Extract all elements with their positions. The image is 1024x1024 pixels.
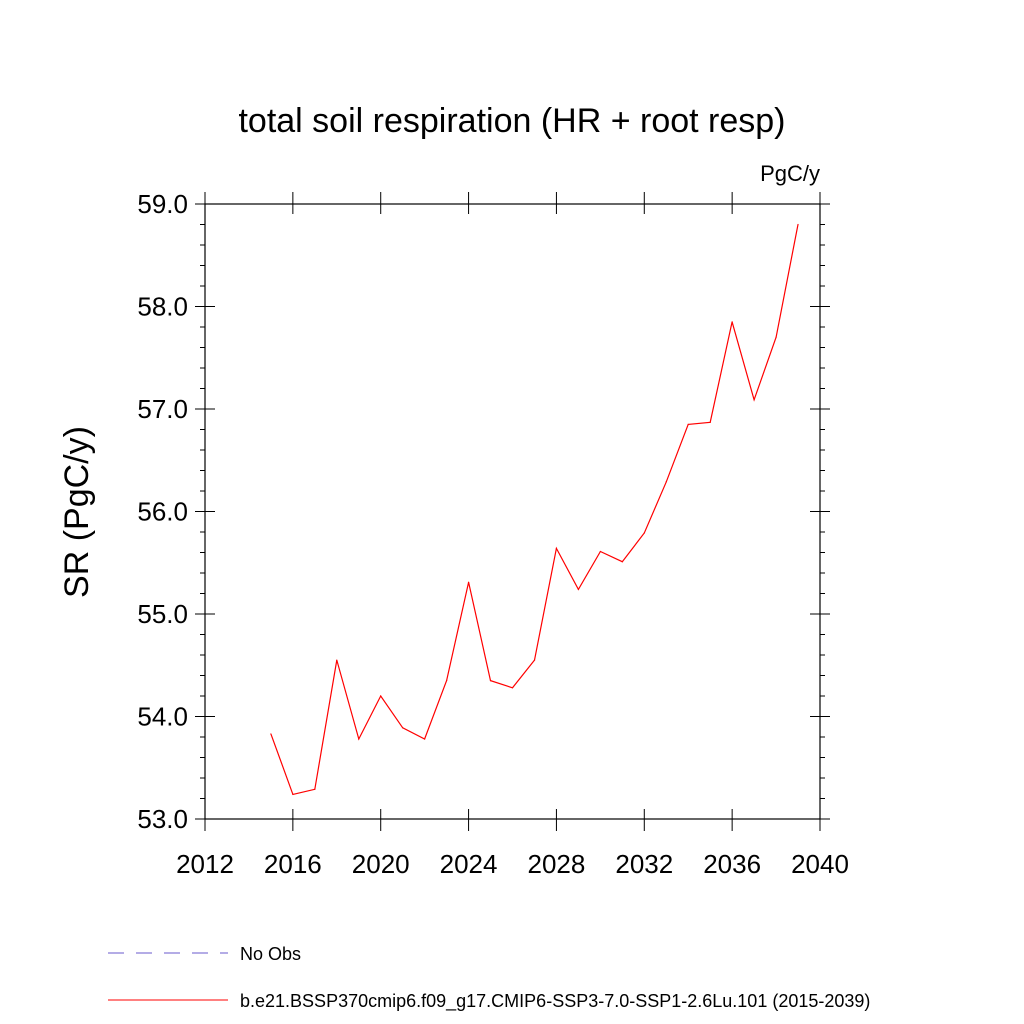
data-point [577, 588, 579, 591]
chart-title: total soil respiration (HR + root resp) [238, 102, 785, 140]
data-point [314, 788, 316, 790]
x-tick-label: 2020 [352, 849, 410, 879]
y-axis-label: SR (PgC/y) [58, 426, 96, 598]
series-line-0 [270, 224, 799, 796]
data-point [687, 423, 689, 425]
data-point [511, 687, 514, 689]
series-layer [270, 223, 799, 796]
data-point [665, 481, 667, 483]
x-tick-label: 2032 [615, 849, 673, 879]
x-tick-label: 2024 [440, 849, 498, 879]
y-axis-ticks: 53.0 54.0 55.0 56.0 57.0 58.0 59.0 [137, 189, 830, 834]
data-point [709, 421, 711, 423]
x-tick-label: 2012 [176, 849, 234, 879]
y-tick-label: 57.0 [137, 394, 188, 424]
y-tick-label: 58.0 [137, 292, 188, 322]
y-tick-label: 54.0 [137, 702, 188, 732]
data-point [775, 336, 777, 338]
data-point [336, 659, 338, 661]
data-point [489, 680, 492, 682]
data-point [270, 733, 272, 735]
y-tick-label: 59.0 [137, 189, 188, 219]
data-point [402, 727, 404, 729]
legend-label: No Obs [240, 944, 301, 964]
units-label: PgC/y [760, 161, 820, 186]
data-point [446, 680, 448, 682]
data-point [599, 550, 601, 553]
data-point [533, 659, 536, 661]
x-tick-label: 2016 [264, 849, 322, 879]
y-tick-label: 56.0 [137, 497, 188, 527]
data-point [358, 738, 360, 740]
x-tick-label: 2036 [703, 849, 761, 879]
data-point [292, 793, 294, 796]
y-tick-label: 53.0 [137, 804, 188, 834]
data-point [753, 399, 755, 401]
x-axis-ticks: 2012 2016 2020 2024 2028 2032 2036 2040 [176, 192, 849, 879]
y-tick-label: 55.0 [137, 599, 188, 629]
data-point [380, 695, 382, 697]
data-point [467, 581, 470, 583]
data-point [621, 561, 623, 563]
data-point [424, 738, 426, 740]
data-point [797, 223, 799, 226]
legend: No Obs b.e21.BSSP370cmip6.f09_g17.CMIP6-S… [108, 944, 870, 1012]
data-point [643, 532, 645, 534]
data-point [731, 321, 733, 323]
plot-frame [204, 203, 821, 820]
x-tick-label: 2040 [791, 849, 849, 879]
x-tick-label: 2028 [528, 849, 586, 879]
legend-label: b.e21.BSSP370cmip6.f09_g17.CMIP6-SSP3-7.… [240, 991, 870, 1012]
data-point [555, 547, 558, 550]
